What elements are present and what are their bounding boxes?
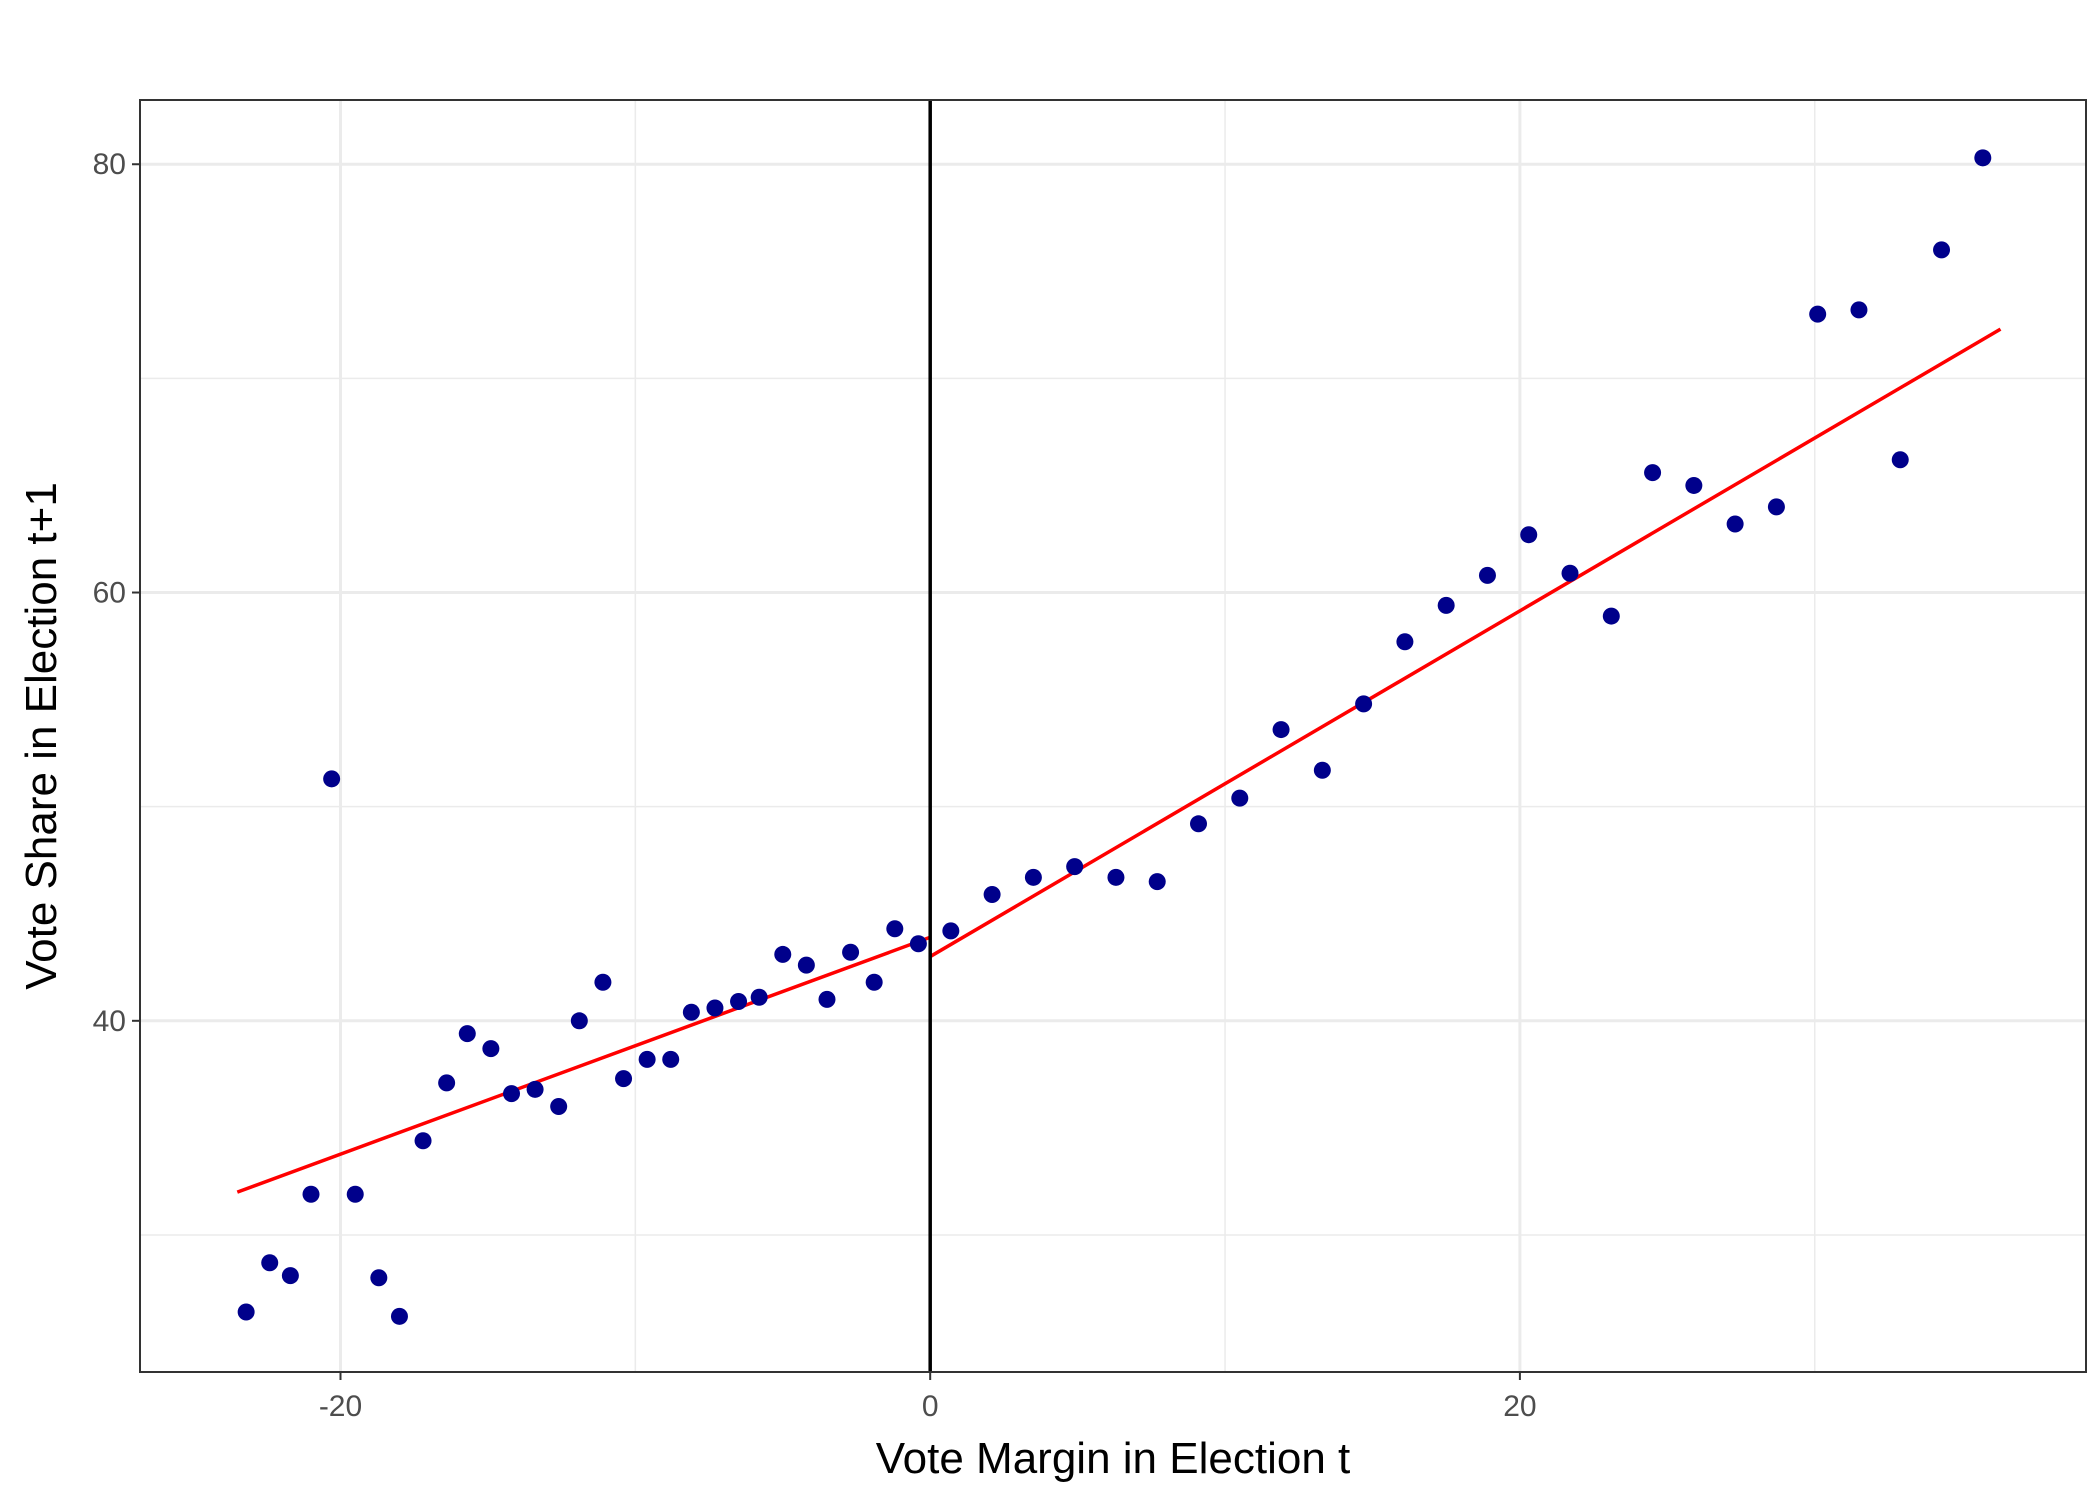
data-point bbox=[909, 935, 927, 953]
data-point bbox=[261, 1254, 279, 1272]
data-point bbox=[1974, 149, 1992, 167]
data-point bbox=[1148, 873, 1166, 891]
plot-panel-border bbox=[139, 99, 2087, 1373]
data-point bbox=[774, 945, 792, 963]
data-point bbox=[482, 1040, 500, 1058]
data-point bbox=[1561, 564, 1579, 582]
data-point bbox=[1190, 815, 1208, 833]
data-point bbox=[682, 1003, 700, 1021]
data-point bbox=[1602, 607, 1620, 625]
data-point bbox=[1396, 633, 1414, 651]
fit-lines bbox=[236, 327, 2002, 1194]
data-point bbox=[1313, 761, 1331, 779]
data-point bbox=[886, 920, 904, 938]
data-point bbox=[706, 999, 724, 1017]
x-axis-title: Vote Margin in Election t bbox=[876, 1434, 1350, 1483]
data-point bbox=[1355, 695, 1373, 713]
data-point bbox=[662, 1050, 680, 1068]
data-points bbox=[237, 149, 1992, 1325]
data-point bbox=[1644, 464, 1662, 482]
data-point bbox=[503, 1085, 521, 1103]
data-point bbox=[942, 922, 960, 940]
data-point bbox=[1066, 858, 1084, 876]
data-point bbox=[842, 943, 860, 961]
y-tick-label: 60 bbox=[93, 577, 126, 610]
data-point bbox=[526, 1080, 544, 1098]
y-tick-label: 80 bbox=[93, 148, 126, 181]
x-tick-label: -20 bbox=[319, 1390, 362, 1423]
data-point bbox=[1437, 596, 1455, 614]
fit-line bbox=[236, 935, 931, 1194]
grid-lines bbox=[140, 100, 2086, 1372]
data-point bbox=[1231, 789, 1249, 807]
data-point bbox=[983, 885, 1001, 903]
data-point bbox=[865, 973, 883, 991]
data-point bbox=[1478, 566, 1496, 584]
data-point bbox=[1726, 515, 1744, 533]
data-point bbox=[390, 1307, 408, 1325]
fit-line bbox=[929, 327, 2002, 959]
data-point bbox=[414, 1132, 432, 1150]
data-point bbox=[370, 1269, 388, 1287]
data-point bbox=[458, 1025, 476, 1043]
data-point bbox=[1685, 476, 1703, 494]
data-point bbox=[615, 1070, 633, 1088]
data-point bbox=[438, 1074, 456, 1092]
data-point bbox=[346, 1185, 364, 1203]
data-point bbox=[1024, 868, 1042, 886]
y-axis-ticks: 40 60 80 bbox=[93, 148, 140, 1038]
x-tick-label: 20 bbox=[1503, 1390, 1536, 1423]
data-point bbox=[323, 770, 341, 788]
data-point bbox=[797, 956, 815, 974]
x-tick-label: 0 bbox=[922, 1390, 939, 1423]
data-point bbox=[1891, 451, 1909, 469]
x-axis-ticks: -20 0 20 bbox=[319, 1372, 1537, 1423]
data-point bbox=[730, 993, 748, 1011]
data-point bbox=[1809, 305, 1827, 323]
data-point bbox=[237, 1303, 255, 1321]
data-point bbox=[1107, 868, 1125, 886]
y-tick-label: 40 bbox=[93, 1005, 126, 1038]
data-point bbox=[302, 1185, 320, 1203]
data-point bbox=[1272, 721, 1290, 739]
data-point bbox=[550, 1097, 568, 1115]
data-point bbox=[750, 988, 768, 1006]
data-point bbox=[1767, 498, 1785, 516]
data-point bbox=[638, 1050, 656, 1068]
data-point bbox=[1520, 526, 1538, 544]
data-point bbox=[818, 990, 836, 1008]
data-point bbox=[1850, 301, 1868, 319]
data-point bbox=[594, 973, 612, 991]
data-point bbox=[1933, 241, 1951, 259]
data-point bbox=[570, 1012, 588, 1030]
data-point bbox=[281, 1267, 299, 1285]
plot-panel-background bbox=[140, 100, 2086, 1372]
y-axis-title: Vote Share in Election t+1 bbox=[17, 482, 66, 990]
